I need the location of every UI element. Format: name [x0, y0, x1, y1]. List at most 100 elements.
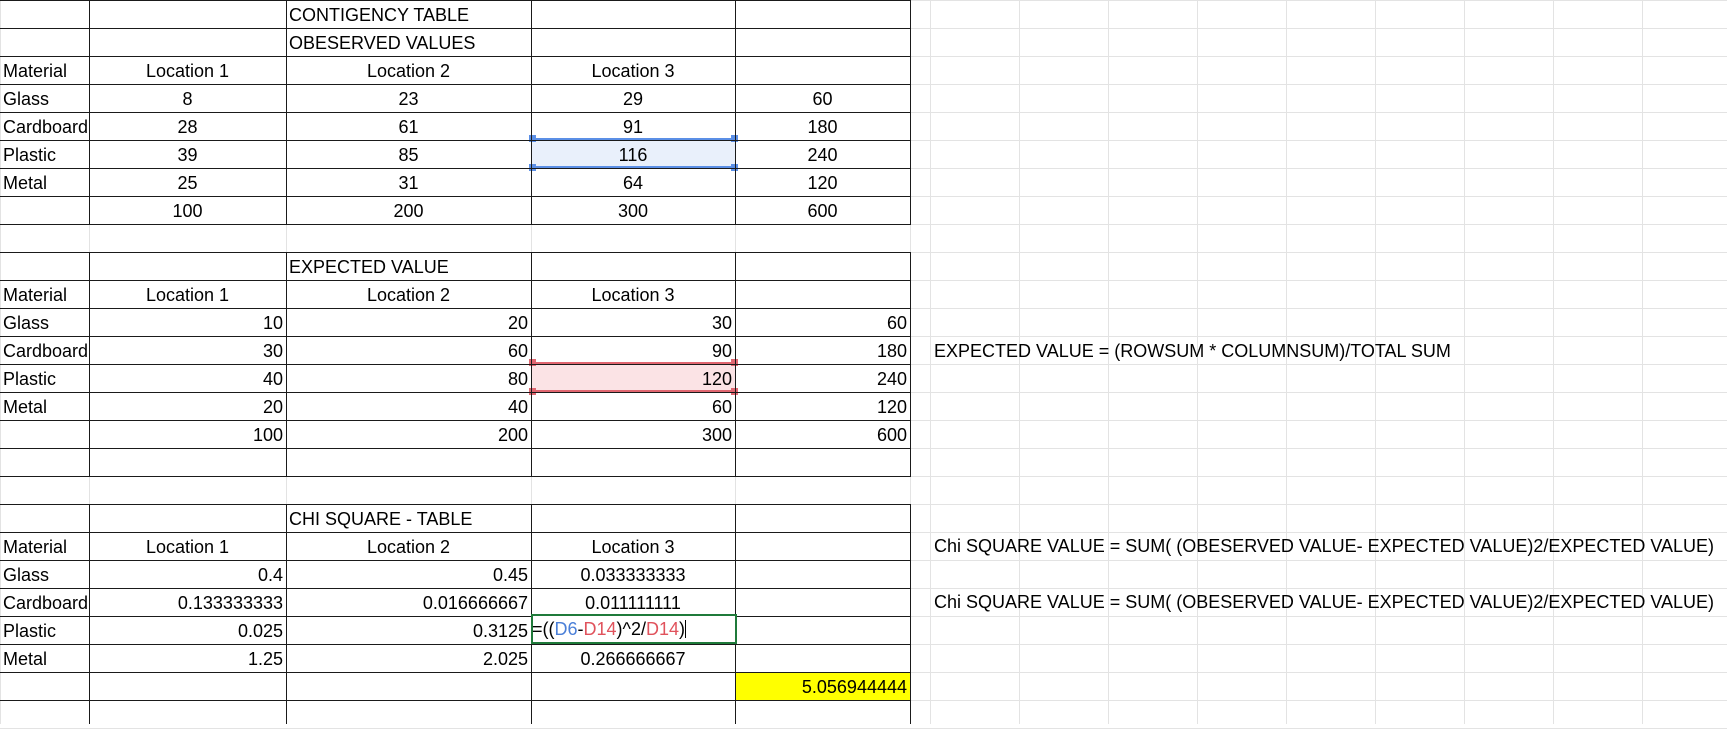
data-cell[interactable]: 120: [807, 173, 838, 193]
data-cell[interactable]: 39: [177, 145, 198, 165]
row-label[interactable]: [0, 421, 89, 449]
column-header[interactable]: Location 3: [591, 537, 675, 557]
row-label[interactable]: Cardboard: [3, 341, 89, 361]
table-title[interactable]: CHI SQUARE - TABLE: [289, 509, 473, 529]
data-cell[interactable]: 23: [398, 89, 419, 109]
row-label[interactable]: Plastic: [3, 145, 57, 165]
range-handle-icon[interactable]: [529, 164, 536, 171]
row-label[interactable]: Glass: [3, 313, 50, 333]
chi-formula-note[interactable]: Chi SQUARE VALUE = SUM( (OBESERVED VALUE…: [934, 536, 1715, 556]
column-header[interactable]: Location 1: [145, 285, 230, 305]
expected-formula-note[interactable]: EXPECTED VALUE = (ROWSUM * COLUMNSUM)/TO…: [934, 341, 1451, 361]
table-border: [0, 252, 911, 253]
data-cell[interactable]: 0.45: [492, 565, 528, 585]
data-cell[interactable]: 240: [876, 369, 907, 389]
row-label[interactable]: [0, 197, 89, 225]
column-header[interactable]: Location 3: [591, 61, 675, 81]
data-cell[interactable]: 10: [262, 313, 283, 333]
data-cell[interactable]: 40: [507, 397, 528, 417]
gridline: [1286, 0, 1287, 724]
data-cell[interactable]: 240: [807, 145, 838, 165]
data-cell[interactable]: 0.033333333: [580, 565, 686, 585]
row-label[interactable]: Cardboard: [3, 593, 89, 613]
table-title[interactable]: CONTIGENCY TABLE: [289, 5, 470, 25]
data-cell[interactable]: 31: [398, 173, 419, 193]
data-cell[interactable]: 28: [177, 117, 198, 137]
column-header[interactable]: Location 1: [145, 61, 230, 81]
data-cell[interactable]: 60: [886, 313, 907, 333]
data-cell[interactable]: 0.266666667: [580, 649, 686, 669]
data-cell[interactable]: 300: [617, 201, 649, 221]
row-label[interactable]: Metal: [3, 649, 48, 669]
column-header[interactable]: Location 2: [366, 537, 451, 557]
data-cell[interactable]: 600: [807, 201, 838, 221]
table-border: [286, 252, 287, 476]
table-subtitle[interactable]: OBESERVED VALUES: [289, 33, 476, 53]
data-cell[interactable]: 85: [398, 145, 419, 165]
table-border: [0, 308, 911, 309]
row-label[interactable]: Plastic: [3, 621, 57, 641]
range-handle-icon[interactable]: [529, 135, 536, 142]
data-cell[interactable]: 91: [622, 117, 644, 137]
data-cell[interactable]: 200: [393, 201, 424, 221]
data-cell[interactable]: 29: [622, 89, 644, 109]
column-header[interactable]: Material: [3, 285, 68, 305]
data-cell[interactable]: 60: [711, 397, 732, 417]
data-cell[interactable]: 2.025: [482, 649, 528, 669]
range-handle-icon[interactable]: [731, 359, 738, 366]
data-cell[interactable]: 180: [876, 341, 907, 361]
data-cell[interactable]: 0.3125: [472, 621, 528, 641]
range-handle-icon[interactable]: [731, 388, 738, 395]
data-cell[interactable]: 0.016666667: [422, 593, 528, 613]
row-label[interactable]: Cardboard: [3, 117, 89, 137]
row-label[interactable]: Plastic: [3, 369, 57, 389]
data-cell[interactable]: 30: [262, 341, 283, 361]
data-cell[interactable]: 8: [182, 89, 193, 109]
data-cell[interactable]: 100: [252, 425, 283, 445]
data-cell[interactable]: 120: [876, 397, 907, 417]
data-cell[interactable]: 25: [177, 173, 198, 193]
column-header[interactable]: Material: [3, 61, 68, 81]
data-cell[interactable]: 0.4: [257, 565, 283, 585]
range-handle-icon[interactable]: [529, 388, 536, 395]
data-cell[interactable]: 60: [507, 341, 528, 361]
column-header[interactable]: Location 2: [366, 285, 451, 305]
data-cell[interactable]: 200: [497, 425, 528, 445]
data-cell[interactable]: 30: [711, 313, 732, 333]
column-header[interactable]: Location 3: [591, 285, 675, 305]
data-cell[interactable]: 60: [812, 89, 833, 109]
chi-square-total[interactable]: 5.056944444: [801, 677, 907, 697]
data-cell[interactable]: 80: [507, 369, 528, 389]
table-title[interactable]: EXPECTED VALUE: [289, 257, 449, 277]
data-cell[interactable]: 0.133333333: [177, 593, 283, 613]
chi-formula-note[interactable]: Chi SQUARE VALUE = SUM( (OBESERVED VALUE…: [934, 592, 1715, 612]
range-handle-icon[interactable]: [529, 359, 536, 366]
data-cell[interactable]: 0.025: [237, 621, 283, 641]
data-cell[interactable]: 116: [618, 145, 648, 165]
data-cell[interactable]: 0.011111111: [585, 593, 681, 613]
data-cell[interactable]: 180: [807, 117, 838, 137]
data-cell[interactable]: 40: [262, 369, 283, 389]
data-cell[interactable]: 120: [701, 369, 732, 389]
active-cell-editor[interactable]: [531, 614, 737, 644]
data-cell[interactable]: 300: [701, 425, 732, 445]
data-cell[interactable]: 64: [622, 173, 644, 193]
row-label[interactable]: Metal: [3, 397, 48, 417]
column-header[interactable]: Material: [3, 537, 68, 557]
data-cell[interactable]: 90: [711, 341, 732, 361]
column-header[interactable]: Location 1: [145, 537, 230, 557]
range-handle-icon[interactable]: [731, 164, 738, 171]
data-cell[interactable]: 600: [876, 425, 907, 445]
column-header[interactable]: Location 2: [366, 61, 451, 81]
row-label[interactable]: Metal: [3, 173, 48, 193]
data-cell[interactable]: 61: [398, 117, 419, 137]
row-label[interactable]: Glass: [3, 565, 50, 585]
data-cell[interactable]: 20: [262, 397, 283, 417]
data-cell[interactable]: 1.25: [247, 649, 283, 669]
data-cell[interactable]: 100: [172, 201, 203, 221]
data-cell[interactable]: 20: [507, 313, 528, 333]
row-label[interactable]: Glass: [3, 89, 50, 109]
formula-text[interactable]: =((D6-D14)^2/D14): [531, 615, 687, 643]
range-handle-icon[interactable]: [731, 135, 738, 142]
